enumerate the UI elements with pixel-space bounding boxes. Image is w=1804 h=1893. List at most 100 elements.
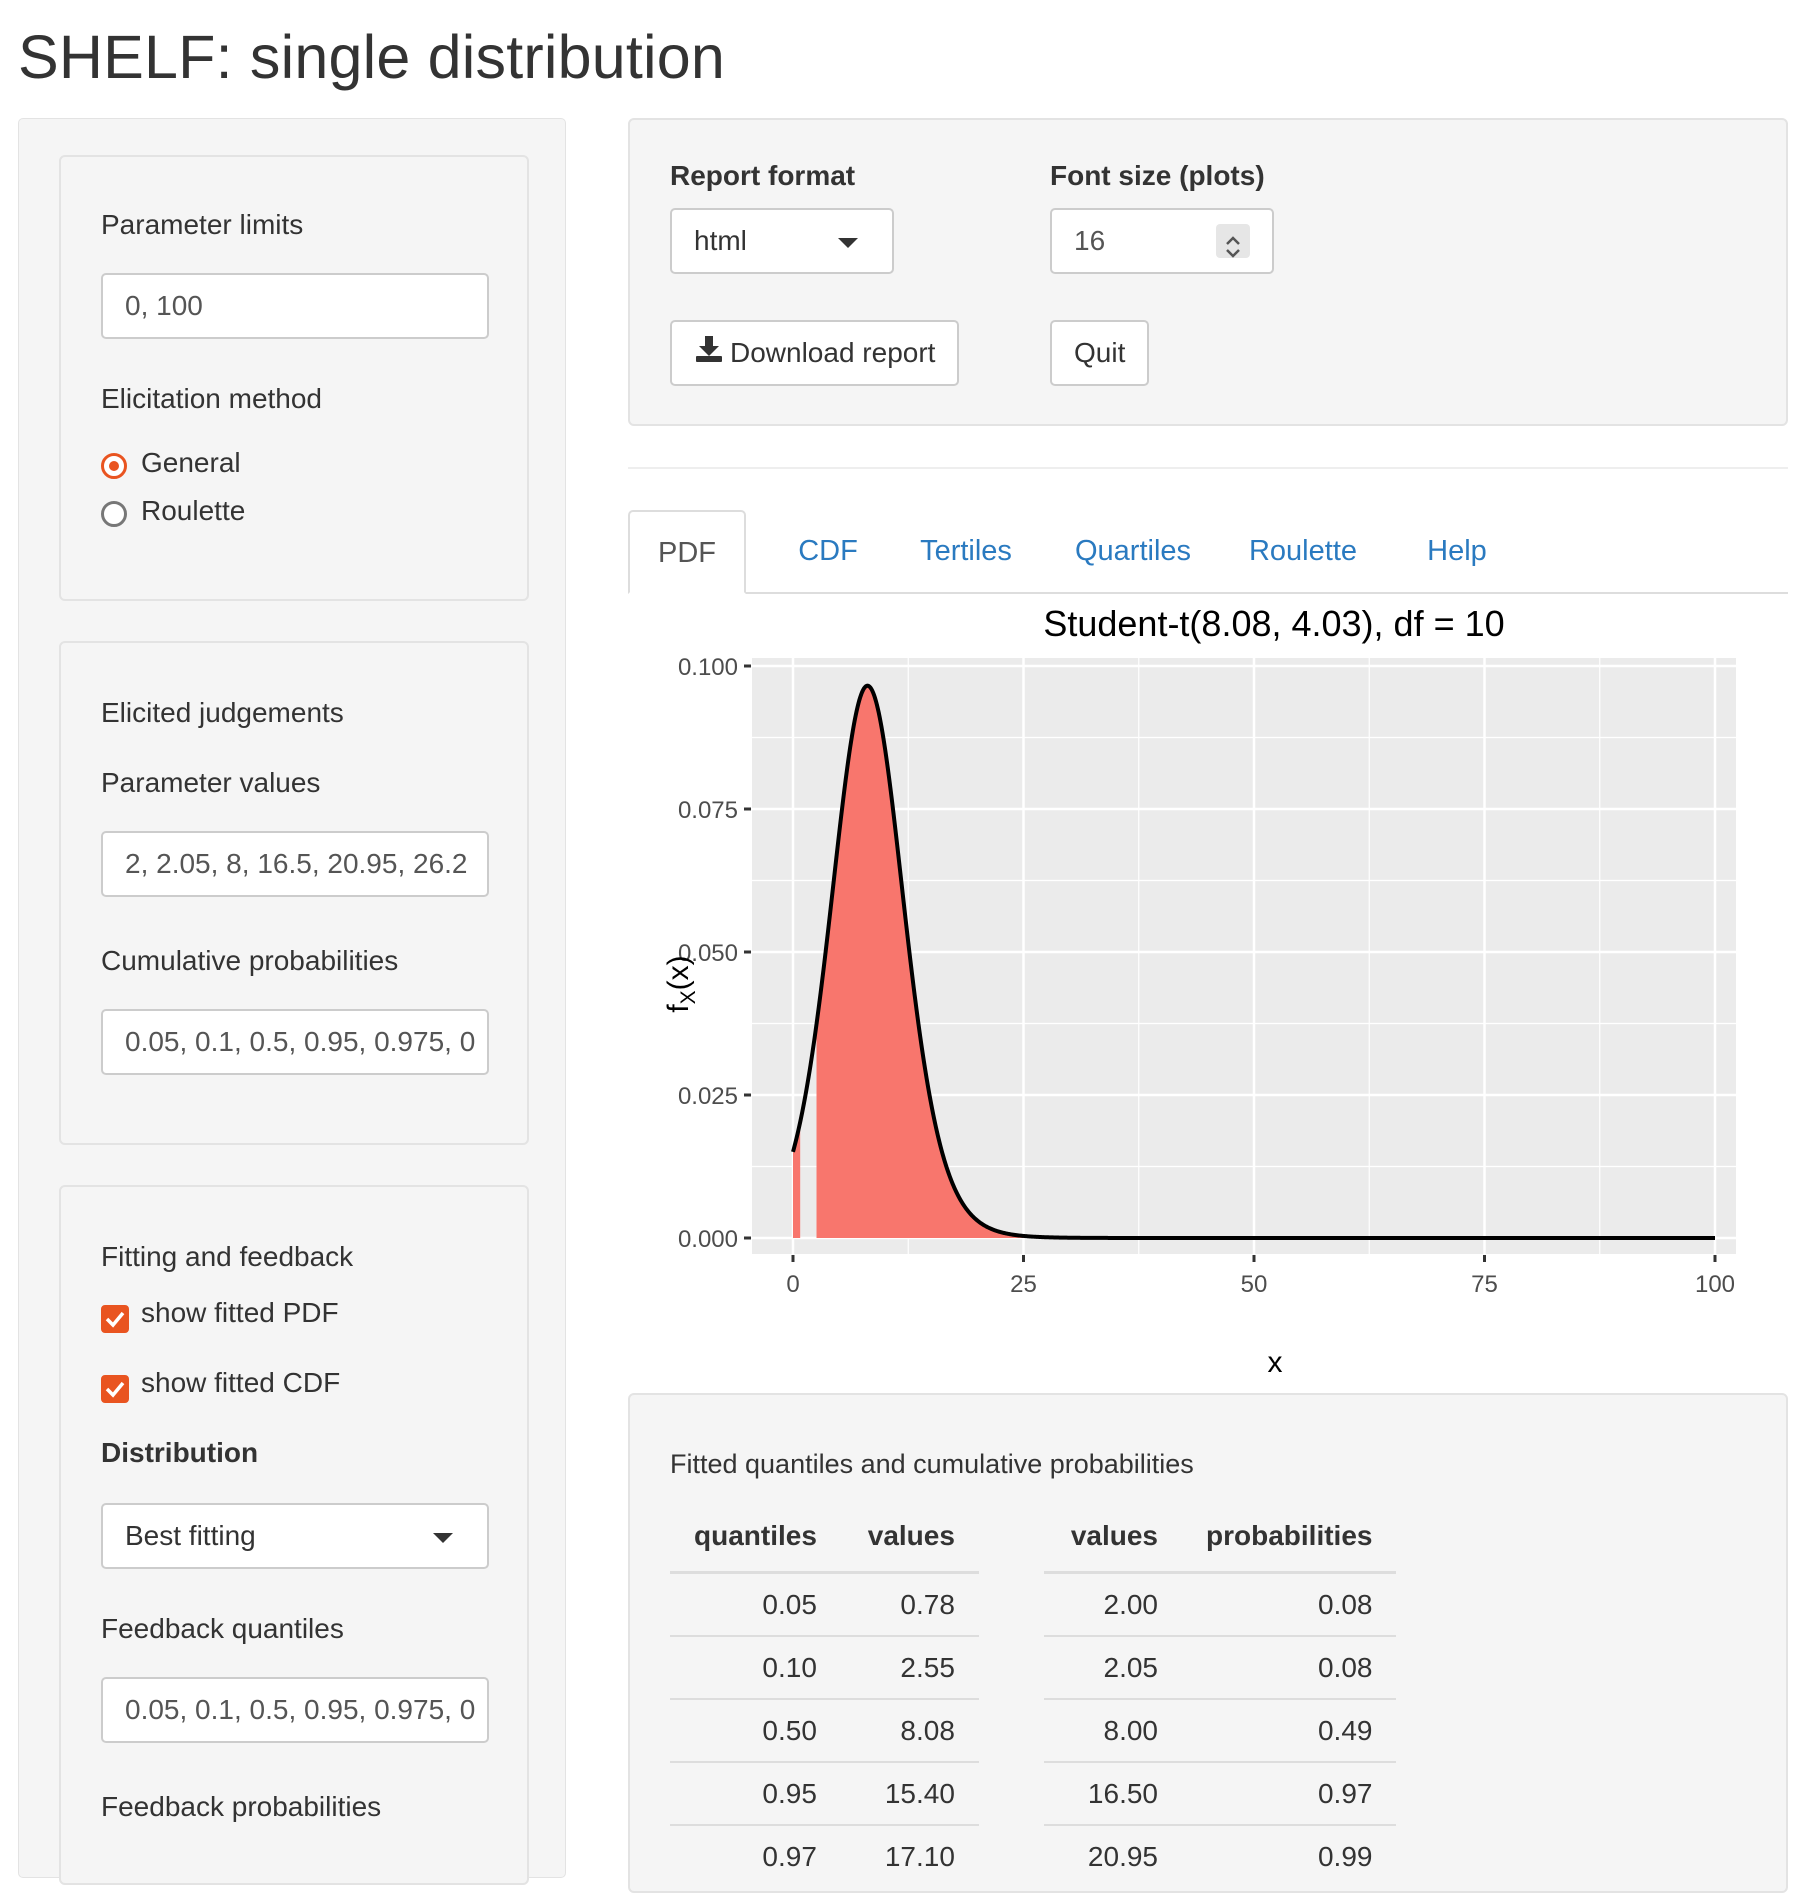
table-row: 0.50 8.08 (670, 1698, 979, 1762)
table-cell: 8.08 (840, 1698, 979, 1762)
show-cdf-label[interactable]: show fitted CDF (141, 1367, 341, 1398)
plot-title: Student-t(8.08, 4.03), df = 10 (1043, 603, 1504, 644)
table-row: 0.05 0.78 (670, 1571, 979, 1636)
download-icon (694, 324, 724, 386)
parameter-values-label: Parameter values (101, 767, 321, 798)
cumulative-probabilities-label: Cumulative probabilities (101, 945, 399, 976)
y-tick-label: 0.025 (678, 1083, 738, 1110)
table-cell: 0.49 (1182, 1698, 1397, 1762)
font-size-value: 16 (1074, 225, 1106, 256)
tab-cdf[interactable]: CDF (798, 535, 858, 567)
table-cell: 17.10 (840, 1824, 979, 1887)
x-tick-label: 25 (1010, 1271, 1037, 1298)
parameter-limits-label: Parameter limits (101, 209, 304, 240)
fitting-feedback-well: Fitting and feedback show fitted PDF sho… (59, 1185, 529, 1885)
distribution-select[interactable]: Best fitting (101, 1503, 489, 1569)
font-size-label: Font size (plots) (1050, 160, 1265, 191)
elicited-judgements-heading: Elicited judgements (101, 697, 344, 728)
font-size-input[interactable]: 16 (1050, 208, 1274, 274)
x-tick-label: 0 (786, 1271, 799, 1298)
distribution-select-value: Best fitting (125, 1520, 256, 1551)
column-header-probabilities: probabilities (1182, 1501, 1397, 1574)
feedback-quantiles-label: Feedback quantiles (101, 1613, 344, 1644)
y-axis-label: fX(x) (662, 955, 700, 1012)
table-row: 0.97 17.10 (670, 1824, 979, 1887)
x-tick-label: 75 (1471, 1271, 1498, 1298)
table-cell: 15.40 (840, 1761, 979, 1825)
download-report-button[interactable]: Download report (670, 320, 960, 386)
radio-general-label[interactable]: General (141, 447, 241, 478)
table-cell: 0.50 (670, 1698, 841, 1762)
shaded-area (816, 685, 1715, 1238)
tab-bar: PDF CDF Tertiles Quartiles Roulette Help (628, 510, 1788, 594)
table-cell: 0.78 (840, 1571, 979, 1636)
tab-help[interactable]: Help (1427, 535, 1487, 567)
density-curve (791, 683, 1715, 1240)
table-cell: 2.05 (1044, 1635, 1182, 1699)
show-cdf-check-icon[interactable] (101, 1375, 129, 1403)
distribution-label: Distribution (101, 1437, 259, 1468)
report-controls-well: Report format html Font size (plots) 16 … (628, 118, 1788, 426)
y-tick-label: 0.100 (678, 654, 738, 681)
table-row: 2.00 0.08 (1044, 1571, 1397, 1636)
table-cell: 0.08 (1182, 1571, 1397, 1636)
fitted-results-heading: Fitted quantiles and cumulative probabil… (670, 1449, 1194, 1479)
table-row: 20.95 0.99 (1044, 1824, 1397, 1887)
table-cell: 0.10 (670, 1635, 841, 1699)
table-row: 0.10 2.55 (670, 1635, 979, 1699)
download-report-label: Download report (730, 337, 936, 368)
parameter-limits-well: Parameter limits 0, 100 Elicitation meth… (59, 155, 529, 601)
radio-general-indicator[interactable] (101, 453, 127, 479)
sidebar-panel: Parameter limits 0, 100 Elicitation meth… (18, 118, 566, 1885)
show-pdf-check-icon[interactable] (101, 1305, 129, 1333)
table-cell: 2.00 (1044, 1571, 1182, 1636)
quantiles-table: quantiles values 0.05 0.78 0.10 2.55 0.50 8… (670, 1501, 979, 1887)
report-format-label: Report format (670, 160, 856, 191)
table-cell: 0.08 (1182, 1635, 1397, 1699)
chevron-down-icon (433, 1533, 453, 1543)
fitting-feedback-heading: Fitting and feedback (101, 1241, 354, 1272)
tab-roulette[interactable]: Roulette (1248, 535, 1357, 567)
fitted-results-well: Fitted quantiles and cumulative probabil… (628, 1393, 1788, 1893)
divider (628, 467, 1788, 469)
table-cell: 8.00 (1044, 1698, 1182, 1762)
tab-quartiles[interactable]: Quartiles (1074, 535, 1192, 567)
table-cell: 0.97 (1182, 1761, 1397, 1825)
tab-pdf[interactable]: PDF (628, 510, 746, 594)
table-cell: 0.95 (670, 1761, 841, 1825)
pdf-plot: Student-t(8.08, 4.03), df = 10 0.000 0.02… (662, 603, 1736, 1379)
parameter-limits-input[interactable]: 0, 100 (101, 273, 489, 339)
plot-panel: 0.000 0.025 0.050 0.075 0.100 0 25 50 75 100 (678, 654, 1736, 1298)
svg-text:fX(x): fX(x) (662, 955, 700, 1012)
elicitation-method-label: Elicitation method (101, 383, 323, 414)
parameter-values-input[interactable]: 2, 2.05, 8, 16.5, 20.95, 26.2 (101, 831, 489, 897)
table-row: 16.50 0.97 (1044, 1761, 1397, 1825)
x-axis-label: x (1268, 1346, 1283, 1379)
chevron-down-icon (838, 238, 858, 248)
quit-button[interactable]: Quit (1050, 320, 1150, 386)
y-tick-label: 0.000 (678, 1226, 738, 1253)
column-header-values: values (1044, 1501, 1182, 1574)
column-header-values: values (840, 1501, 979, 1574)
feedback-probabilities-label: Feedback probabilities (101, 1791, 382, 1822)
probabilities-table: values probabilities 2.00 0.08 2.05 0.08 8… (1044, 1501, 1397, 1887)
table-row: 0.95 15.40 (670, 1761, 979, 1825)
report-format-value: html (694, 225, 747, 256)
elicited-judgements-well: Elicited judgements Parameter values 2, … (59, 641, 529, 1145)
table-cell: 0.97 (670, 1824, 841, 1887)
table-cell: 0.99 (1182, 1824, 1397, 1887)
radio-roulette-label[interactable]: Roulette (141, 495, 246, 526)
feedback-quantiles-input[interactable]: 0.05, 0.1, 0.5, 0.95, 0.975, 0 (101, 1677, 489, 1743)
tab-tertiles[interactable]: Tertiles (920, 535, 1012, 567)
spinner-arrows-icon[interactable] (1216, 224, 1250, 258)
report-format-select[interactable]: html (670, 208, 894, 274)
show-pdf-label[interactable]: show fitted PDF (141, 1297, 339, 1328)
radio-roulette-indicator[interactable] (101, 501, 127, 527)
table-row: 8.00 0.49 (1044, 1698, 1397, 1762)
cumulative-probabilities-input[interactable]: 0.05, 0.1, 0.5, 0.95, 0.975, 0 (101, 1009, 489, 1075)
column-header-quantiles: quantiles (670, 1501, 841, 1574)
x-tick-label: 50 (1241, 1271, 1268, 1298)
y-tick-label: 0.075 (678, 797, 738, 824)
table-row: 2.05 0.08 (1044, 1635, 1397, 1699)
table-cell: 16.50 (1044, 1761, 1182, 1825)
